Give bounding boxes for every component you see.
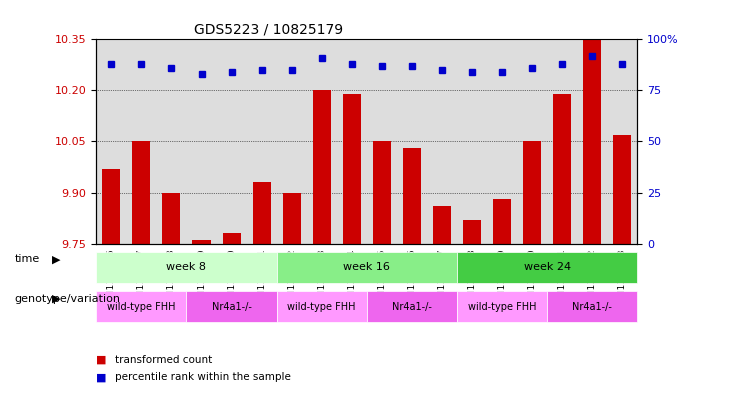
Text: wild-type FHH: wild-type FHH (468, 301, 536, 312)
Text: ▶: ▶ (52, 254, 60, 264)
FancyBboxPatch shape (457, 252, 637, 283)
Bar (373, 141, 391, 244)
Text: week 16: week 16 (343, 262, 391, 272)
Text: Nr4a1-/-: Nr4a1-/- (392, 301, 432, 312)
Text: GDS5223 / 10825179: GDS5223 / 10825179 (193, 23, 343, 37)
FancyBboxPatch shape (96, 252, 276, 283)
Bar (133, 141, 150, 244)
Bar (523, 141, 541, 244)
Text: ■: ■ (96, 354, 107, 365)
Text: percentile rank within the sample: percentile rank within the sample (115, 372, 290, 382)
Bar (253, 182, 270, 244)
Bar (553, 94, 571, 244)
Bar (433, 206, 451, 244)
Bar (614, 135, 631, 244)
Bar (493, 199, 511, 244)
Text: wild-type FHH: wild-type FHH (288, 301, 356, 312)
Text: week 24: week 24 (524, 262, 571, 272)
Bar (403, 148, 421, 244)
Text: ▶: ▶ (52, 294, 60, 304)
Bar (222, 233, 241, 244)
FancyBboxPatch shape (276, 252, 457, 283)
Bar (282, 193, 301, 244)
Bar (343, 94, 361, 244)
FancyBboxPatch shape (187, 291, 276, 322)
FancyBboxPatch shape (96, 291, 187, 322)
Bar (463, 220, 481, 244)
Text: Nr4a1-/-: Nr4a1-/- (212, 301, 251, 312)
Bar (162, 193, 181, 244)
Text: genotype/variation: genotype/variation (15, 294, 121, 304)
Text: transformed count: transformed count (115, 354, 212, 365)
Text: Nr4a1-/-: Nr4a1-/- (572, 301, 612, 312)
Bar (102, 169, 120, 244)
Bar (583, 39, 601, 244)
FancyBboxPatch shape (547, 291, 637, 322)
FancyBboxPatch shape (367, 291, 457, 322)
Bar (313, 90, 330, 244)
FancyBboxPatch shape (457, 291, 547, 322)
Text: week 8: week 8 (167, 262, 207, 272)
Bar (193, 240, 210, 244)
Text: time: time (15, 254, 40, 264)
FancyBboxPatch shape (276, 291, 367, 322)
Text: ■: ■ (96, 372, 107, 382)
Text: wild-type FHH: wild-type FHH (107, 301, 176, 312)
